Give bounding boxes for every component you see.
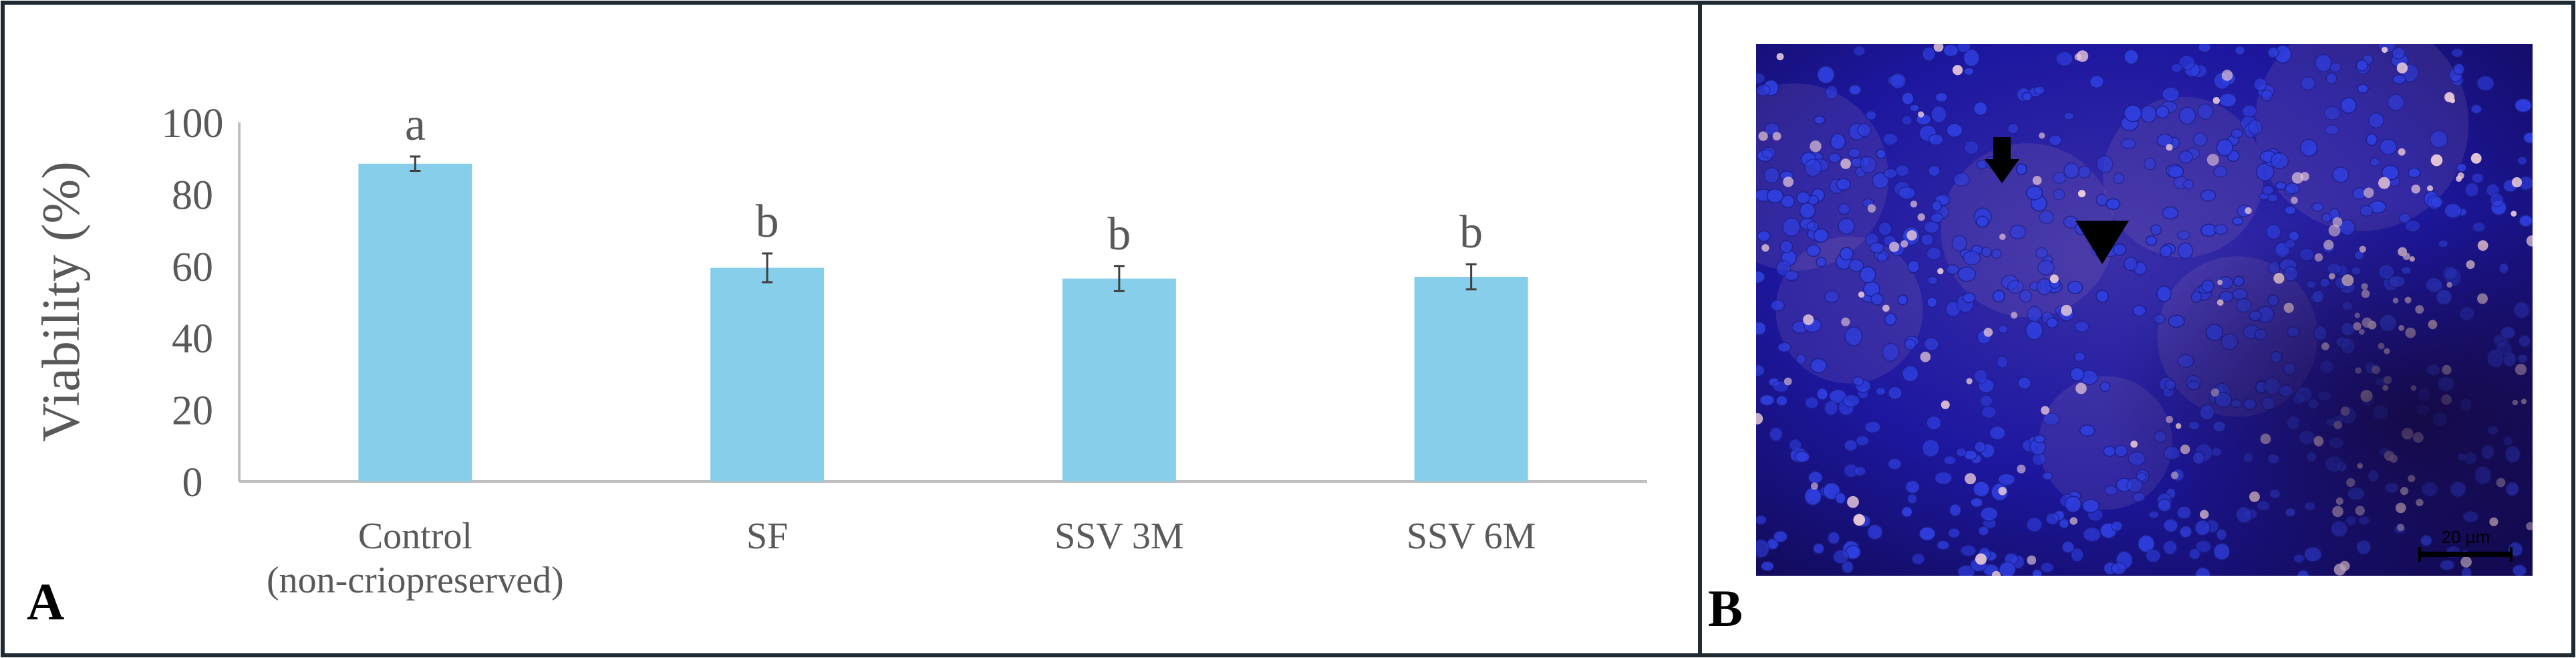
significance-letter: b bbox=[1459, 207, 1483, 258]
error-bar bbox=[1113, 265, 1125, 292]
x-tick-label: Control (non-criopreserved) bbox=[267, 516, 564, 601]
x-tick-label: SF bbox=[746, 516, 788, 557]
y-tick-label: 40 bbox=[172, 316, 213, 362]
y-tick-label: 60 bbox=[172, 245, 213, 290]
scale-bar-label: 20 µm bbox=[2442, 527, 2490, 547]
y-axis: 0 20 40 60 80 100 bbox=[162, 101, 241, 506]
y-tick-label: 0 bbox=[182, 460, 203, 506]
micrograph: 20 µm bbox=[1756, 44, 2533, 576]
y-tick-label: 80 bbox=[172, 173, 213, 218]
arrow-marker-icon bbox=[1985, 137, 2019, 183]
panel-label-b: B bbox=[1708, 579, 1743, 637]
scale-bar: 20 µm bbox=[2418, 527, 2513, 562]
significance-letter: b bbox=[756, 196, 779, 247]
arrowhead-marker-icon bbox=[2076, 221, 2129, 264]
micrograph-dark-region bbox=[1756, 44, 2533, 576]
bar bbox=[1414, 276, 1528, 481]
x-tick-label: SSV 6M bbox=[1407, 516, 1536, 557]
x-tick-label: SSV 3M bbox=[1054, 516, 1184, 557]
bar bbox=[710, 267, 825, 481]
bar bbox=[1062, 278, 1176, 481]
error-bar bbox=[410, 155, 421, 172]
y-tick-label: 20 bbox=[172, 389, 213, 434]
panel-label-a: A bbox=[27, 572, 64, 631]
bar-chart: 0 20 40 60 80 100 a b b b Control (non-criopreser… bbox=[32, 99, 1647, 601]
y-tick-label: 100 bbox=[162, 101, 224, 146]
y-axis-label: Viability (%) bbox=[32, 161, 91, 442]
error-bar bbox=[762, 252, 773, 284]
error-bar bbox=[1465, 263, 1477, 291]
bar bbox=[358, 163, 472, 481]
significance-letter: a bbox=[405, 99, 426, 150]
significance-letter: b bbox=[1107, 209, 1131, 260]
